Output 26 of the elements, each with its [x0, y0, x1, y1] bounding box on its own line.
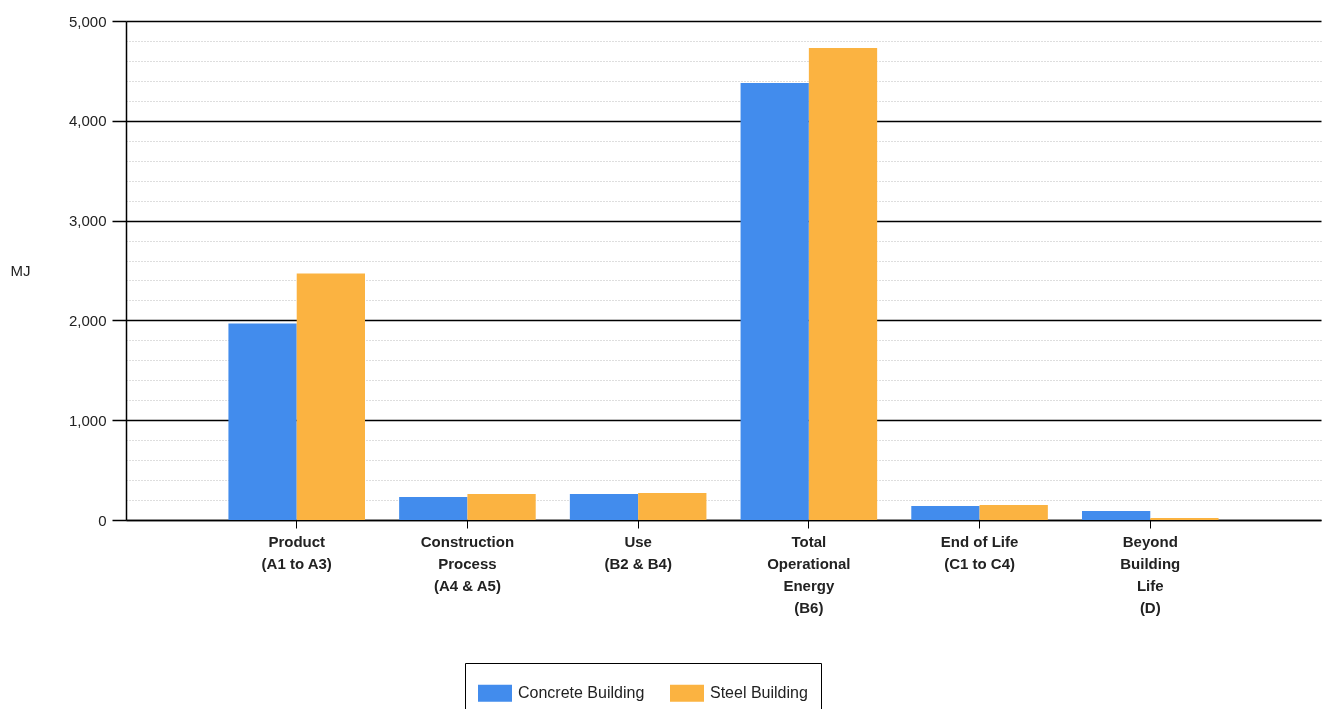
x-tick-label: Product (A1 to A3)	[261, 532, 332, 572]
y-tick-label: 0	[98, 511, 107, 529]
legend-label: Concrete Building	[518, 684, 645, 702]
bar	[638, 493, 707, 520]
x-tick-label: Use (B2 & B4)	[604, 532, 672, 572]
bar	[911, 506, 980, 520]
legend-label: Steel Building	[710, 684, 808, 702]
y-tick-label: 3,000	[68, 212, 107, 230]
bar	[1082, 511, 1151, 520]
x-tick-label: Construction Process (A4 & A5)	[420, 532, 515, 594]
y-axis-title: MJ	[10, 262, 31, 279]
y-tick-label: 4,000	[68, 112, 107, 130]
x-tick-label: End of Life (C1 to C4)	[940, 532, 1019, 572]
bar	[228, 323, 297, 520]
y-tick-label: 1,000	[68, 411, 107, 429]
y-tick-label: 5,000	[68, 12, 107, 30]
x-tick-label: Total Operational Energy (B6)	[767, 532, 851, 616]
bar	[467, 494, 536, 520]
y-tick-label: 2,000	[68, 311, 107, 329]
bar	[808, 47, 878, 520]
bar	[740, 82, 809, 520]
x-tick-label: Beyond Building Life (D)	[1120, 532, 1181, 616]
bar	[569, 494, 639, 520]
bar	[979, 505, 1048, 520]
bar	[296, 273, 365, 520]
bar	[399, 497, 468, 520]
